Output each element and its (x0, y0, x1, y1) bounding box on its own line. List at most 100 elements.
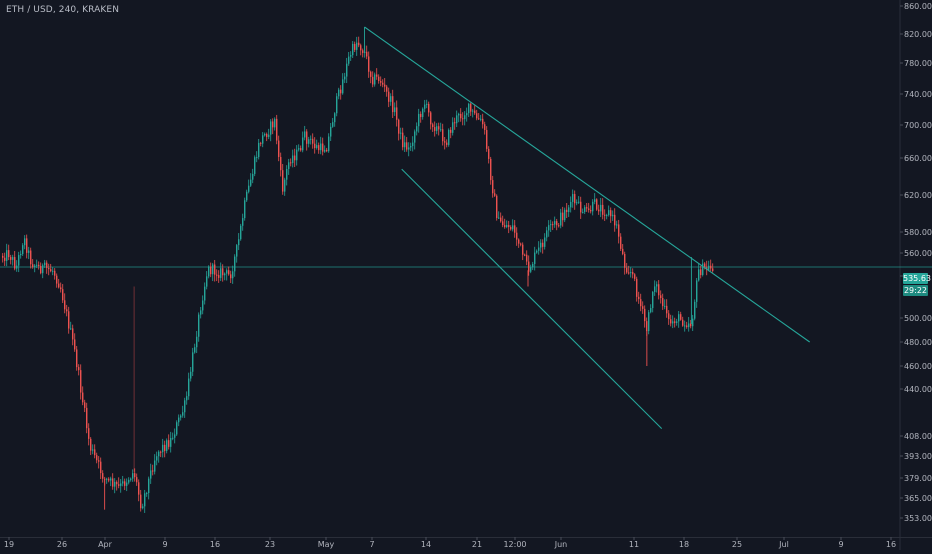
candle-body (174, 434, 176, 438)
candle-body (550, 224, 552, 226)
candle-body (570, 201, 572, 208)
candle-body (190, 371, 192, 379)
candle-body (356, 42, 358, 50)
candle-body (548, 225, 550, 231)
candle-body (246, 191, 248, 201)
candle-body (330, 126, 332, 137)
candle-body (194, 347, 196, 353)
candle-body (472, 110, 474, 112)
candle-body (256, 157, 258, 159)
candle-body (90, 438, 92, 451)
candle-body (282, 170, 284, 192)
candle-body (638, 296, 640, 300)
candle-body (490, 158, 492, 181)
price-tick-label: 500.00 (904, 314, 932, 323)
candle-body (692, 318, 694, 327)
candle-body (86, 407, 88, 429)
candle-body (478, 118, 480, 120)
candle-body (122, 481, 124, 484)
candle-body (236, 245, 238, 257)
price-tick-label: 393.00 (904, 452, 932, 461)
candle-body (602, 204, 604, 215)
candle-body (144, 493, 146, 507)
price-tick-label: 580.00 (904, 228, 932, 237)
candle-body (388, 91, 390, 102)
candle-body (104, 478, 106, 480)
candle-body (422, 108, 424, 118)
candle-body (120, 483, 122, 486)
candle-body (354, 43, 356, 50)
candle-body (284, 179, 286, 192)
candle-body (270, 121, 272, 135)
candle-body (110, 478, 112, 481)
time-tick-label: 9 (162, 540, 167, 549)
candle-body (204, 286, 206, 301)
candle-body (82, 392, 84, 403)
candle-body (308, 139, 310, 144)
price-tick-label: 700.00 (904, 121, 932, 130)
candle-body (656, 284, 658, 287)
candle-body (458, 113, 460, 116)
candle-body (96, 455, 98, 461)
candle-body (680, 314, 682, 320)
candle-body (366, 51, 368, 57)
candle-body (414, 131, 416, 143)
candle-body (378, 76, 380, 81)
candle-body (424, 104, 426, 109)
lower-trendline (401, 168, 663, 430)
candle-body (586, 207, 588, 209)
candle-body (382, 82, 384, 85)
candle-body (312, 138, 314, 144)
candle-body (406, 142, 408, 150)
candle-body (276, 118, 278, 141)
candle-body (62, 289, 64, 301)
candle-body (584, 207, 586, 212)
candle-body (440, 129, 442, 131)
candle-body (376, 74, 378, 77)
candle-body (6, 250, 8, 261)
time-tick-label: 23 (265, 540, 275, 549)
price-tick-label: 660.00 (904, 154, 932, 163)
candle-body (134, 473, 136, 478)
candle-body (684, 325, 686, 327)
candle-body (216, 274, 218, 276)
candle-body (92, 449, 94, 451)
candle-body (662, 298, 664, 307)
candle-body (476, 113, 478, 119)
candle-body (642, 306, 644, 309)
candle-body (56, 275, 58, 284)
candle-body (336, 96, 338, 114)
candle-body (328, 136, 330, 152)
candle-body (266, 134, 268, 137)
candle-body (512, 225, 514, 230)
candle-body (464, 115, 466, 120)
candle-body (262, 135, 264, 144)
candle-body (42, 265, 44, 274)
candle-body (360, 45, 362, 51)
time-tick-label: 7 (369, 540, 374, 549)
candle-body (436, 126, 438, 131)
candle-body (158, 451, 160, 457)
candle-body (404, 142, 406, 148)
candle-body (410, 146, 412, 148)
candle-body (572, 194, 574, 202)
candle-body (578, 201, 580, 203)
candle-body (68, 311, 70, 329)
candle-body (564, 209, 566, 221)
candle-body (44, 262, 46, 266)
candle-body (132, 473, 134, 479)
candle-body (128, 479, 130, 483)
candle-body (288, 162, 290, 169)
candle-body (394, 107, 396, 113)
candle-body (418, 113, 420, 127)
candle-body (344, 76, 346, 80)
candle-body (632, 272, 634, 275)
candle-body (202, 300, 204, 311)
candle-body (74, 339, 76, 350)
candle-body (278, 140, 280, 157)
candle-body (668, 313, 670, 320)
candle-body (610, 210, 612, 217)
candle-body (346, 63, 348, 77)
